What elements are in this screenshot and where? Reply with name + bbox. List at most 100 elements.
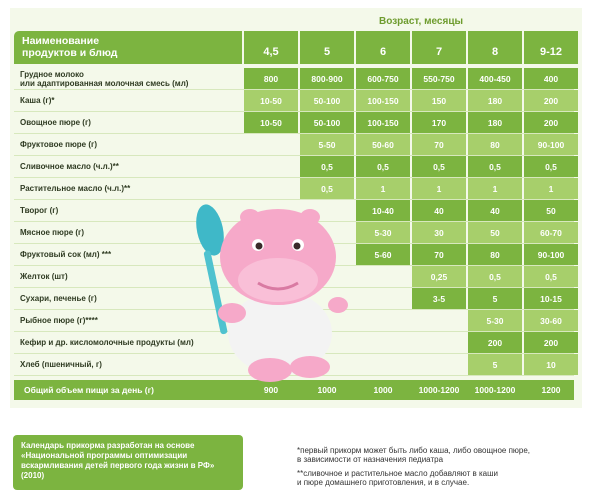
header-name-cell: Наименование продуктов и блюд [14, 31, 242, 64]
table-cell: 0,5 [524, 156, 578, 177]
table-cell: 1 [524, 178, 578, 199]
table-cell: 0,5 [524, 266, 578, 287]
table-cell: 0,5 [468, 156, 522, 177]
table-cell: 200 [524, 90, 578, 111]
table-cell: 3-5 [412, 288, 466, 309]
total-value: 1000 [373, 385, 393, 395]
row-separator [14, 133, 574, 134]
table-cell: 0,5 [300, 178, 354, 199]
table-cell: 80 [468, 134, 522, 155]
row-separator [14, 111, 574, 112]
row-label: Фруктовое пюре (г) [20, 140, 98, 149]
footnote-2-line2: и пюре домашнего приготовления, и в случ… [297, 478, 470, 487]
row-label: Грудное молоко или адаптированная молочн… [20, 69, 189, 88]
table-cell: 170 [412, 112, 466, 133]
age-header: 5 [300, 31, 354, 64]
total-label: Общий объем пищи за день (г) [24, 385, 155, 395]
row-label: Фруктовый сок (мл) *** [20, 250, 112, 259]
header-name-line2: продуктов и блюд [22, 47, 118, 59]
table-cell: 80 [468, 244, 522, 265]
age-header: 9-12 [524, 31, 578, 64]
table-cell: 0,5 [412, 156, 466, 177]
row-separator [14, 155, 574, 156]
table-cell: 600-750 [356, 68, 410, 89]
age-header: 6 [356, 31, 410, 64]
table-cell: 10-50 [244, 90, 298, 111]
table-cell: 550-750 [412, 68, 466, 89]
table-cell: 800-900 [300, 68, 354, 89]
footnote-1: *первый прикорм может быть либо каша, ли… [297, 446, 530, 464]
table-cell: 5-30 [468, 310, 522, 331]
table-cell: 150 [412, 90, 466, 111]
header-name-line1: Наименование [22, 35, 100, 47]
table-cell: 10-40 [356, 200, 410, 221]
table-cell: 1 [412, 178, 466, 199]
row-label: Хлеб (пшеничный, г) [20, 360, 102, 369]
table-cell: 0,5 [356, 156, 410, 177]
table-cell: 5-50 [300, 134, 354, 155]
table-cell: 40 [412, 200, 466, 221]
table-cell: 5 [468, 354, 522, 375]
table-cell: 70 [412, 134, 466, 155]
table-cell: 180 [468, 112, 522, 133]
total-value: 1000 [317, 385, 337, 395]
row-label: Рыбное пюре (г)**** [20, 316, 98, 325]
table-cell: 10-50 [244, 112, 298, 133]
footnote-2: **сливочное и растительное масло добавля… [297, 469, 498, 487]
row-label: Творог (г) [20, 206, 59, 215]
table-cell: 400 [524, 68, 578, 89]
row-separator [14, 375, 574, 376]
row-label: Растительное масло (ч.л.)** [20, 184, 131, 193]
row-label: Сливочное масло (ч.л.)** [20, 162, 119, 171]
table-cell: 800 [244, 68, 298, 89]
age-header: 8 [468, 31, 522, 64]
table-cell: 70 [412, 244, 466, 265]
age-header: 7 [412, 31, 466, 64]
row-label: Мясное пюре (г) [20, 228, 85, 237]
table-cell: 100-150 [356, 112, 410, 133]
footnote-2-line1: **сливочное и растительное масло добавля… [297, 469, 498, 478]
table-cell: 10 [524, 354, 578, 375]
hippo-mascot-icon [196, 204, 348, 382]
table-cell: 40 [468, 200, 522, 221]
table-cell: 50-60 [356, 134, 410, 155]
row-label: Кефир и др. кисломолочные продукты (мл) [20, 338, 194, 347]
table-cell: 200 [524, 332, 578, 353]
table-cell: 50 [468, 222, 522, 243]
table-cell: 0,5 [300, 156, 354, 177]
table-cell: 400-450 [468, 68, 522, 89]
table-cell: 5-60 [356, 244, 410, 265]
row-label: Овощное пюре (г) [20, 118, 91, 127]
table-cell: 200 [468, 332, 522, 353]
table-cell: 50-100 [300, 112, 354, 133]
table-cell: 1 [468, 178, 522, 199]
table-cell: 60-70 [524, 222, 578, 243]
row-separator [14, 177, 574, 178]
table-cell: 30 [412, 222, 466, 243]
row-separator [14, 89, 574, 90]
age-header: 4,5 [244, 31, 298, 64]
table-cell: 0,25 [412, 266, 466, 287]
table-cell: 90-100 [524, 134, 578, 155]
table-cell: 5 [468, 288, 522, 309]
table-cell: 50 [524, 200, 578, 221]
table-cell: 50-100 [300, 90, 354, 111]
table-cell: 100-150 [356, 90, 410, 111]
table-cell: 1 [356, 178, 410, 199]
table-cell: 10-15 [524, 288, 578, 309]
total-value: 1200 [541, 385, 561, 395]
total-row [14, 380, 574, 400]
total-value: 1000-1200 [474, 385, 516, 395]
total-value: 900 [263, 385, 279, 395]
table-cell: 0,5 [468, 266, 522, 287]
table-cell: 180 [468, 90, 522, 111]
table-cell: 5-30 [356, 222, 410, 243]
row-label: Сухари, печенье (г) [20, 294, 97, 303]
row-separator [14, 199, 574, 200]
table-cell: 90-100 [524, 244, 578, 265]
footer-source-box: Календарь прикорма разработан на основе … [13, 435, 243, 490]
total-value: 1000-1200 [418, 385, 460, 395]
row-label: Желток (шт) [20, 272, 68, 281]
row-label: Каша (г)* [20, 96, 55, 105]
footnote-1-line2: в зависимости от назначения педиатра [297, 455, 444, 464]
